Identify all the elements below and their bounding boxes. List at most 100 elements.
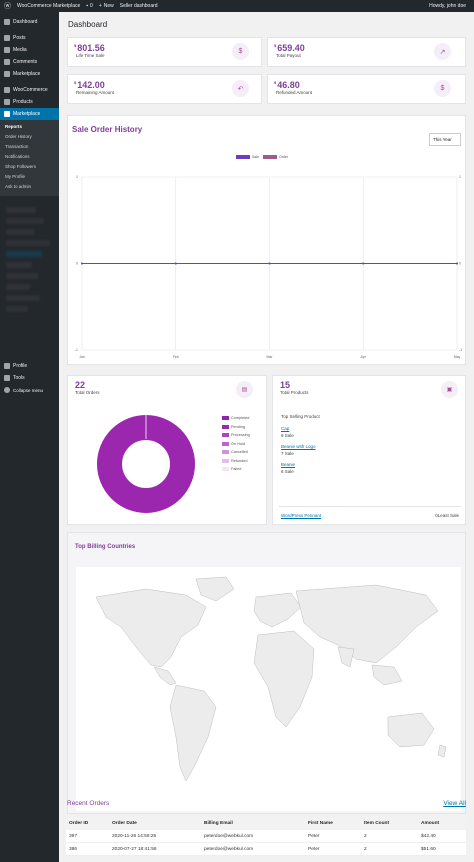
view-all-link[interactable]: View All xyxy=(443,800,466,807)
cell-item-count: 2 xyxy=(364,846,367,852)
recent-orders-table: Order ID Order Date Billing Email First … xyxy=(66,817,466,856)
dashboard-icon xyxy=(4,19,10,25)
column-header: Order Date xyxy=(112,821,137,826)
world-map[interactable] xyxy=(76,567,461,811)
product-link-cap[interactable]: Cap xyxy=(281,426,290,431)
column-header: Order ID xyxy=(69,821,89,826)
total-products-count: 15 xyxy=(280,380,291,390)
sidebar-item-dashboard[interactable]: Dashboard xyxy=(0,16,59,28)
submenu-my-profile[interactable]: My Profile xyxy=(5,174,26,179)
collapse-menu-button[interactable]: Collapse menu xyxy=(0,384,59,396)
user-icon xyxy=(4,363,10,369)
media-icon xyxy=(4,47,10,53)
submenu-shop-followers[interactable]: Shop Followers xyxy=(5,164,37,169)
cell-first-name: Peter xyxy=(308,833,320,839)
y-tick-label: -1 xyxy=(75,348,78,352)
new-content-link[interactable]: + New xyxy=(99,3,114,9)
legend-label: Sale xyxy=(252,155,260,159)
table-row[interactable]: 397 2020-11-26 14:58:25 peterdoe@webkul.… xyxy=(66,830,466,843)
collapse-icon xyxy=(4,387,10,393)
submenu-transaction[interactable]: Transaction xyxy=(5,144,29,149)
sidebar-item-media[interactable]: Media xyxy=(0,44,59,56)
site-name-link[interactable]: WooCommerce Marketplace xyxy=(17,3,81,9)
product-link-beanie[interactable]: Beanie xyxy=(281,462,296,467)
legend-swatch xyxy=(222,458,229,463)
stat-amount: $659.40 xyxy=(274,43,305,53)
x-tick-label: Jan xyxy=(79,355,85,359)
cell-order-date: 2020-07-27 18:41:56 xyxy=(112,846,157,852)
wordpress-logo-icon[interactable]: ⓦ xyxy=(4,3,11,10)
sidebar-item-label: Dashboard xyxy=(13,19,38,25)
world-map-svg xyxy=(95,576,447,782)
sidebar-item-marketplace-active[interactable]: Marketplace xyxy=(0,108,59,120)
submenu-ask-to-admin[interactable]: Ask to admin xyxy=(5,184,32,189)
submenu-notifications[interactable]: Notifications xyxy=(5,154,30,159)
sidebar-item-products[interactable]: Products xyxy=(0,96,59,108)
chart-title: Sale Order History xyxy=(72,125,143,134)
total-orders-card: 22 Total Orders ▤ Completed Pending Proc… xyxy=(67,375,267,525)
table-row[interactable]: 386 2020-07-27 18:41:56 peterdoe@webkul.… xyxy=(66,843,466,856)
total-orders-count: 22 xyxy=(75,380,86,390)
product-link-beanie-with-logo[interactable]: Beanie with Logo xyxy=(281,444,316,449)
order-status-donut xyxy=(97,415,195,513)
x-tick-label: Apr xyxy=(361,355,367,359)
least-sale-product-link[interactable]: WordPress Pennant xyxy=(281,513,322,518)
asia-shape xyxy=(295,584,439,664)
donut-legend-item: Failed xyxy=(222,465,250,474)
woo-icon xyxy=(4,87,10,93)
comments-count: 0 xyxy=(90,3,93,9)
billing-title: Top Billing Countries xyxy=(75,544,136,550)
x-tick-label: Feb xyxy=(173,355,179,359)
legend-swatch xyxy=(222,467,229,472)
stat-label: Remaining Amount xyxy=(76,90,115,95)
store-icon xyxy=(4,71,10,77)
store-icon xyxy=(4,111,10,117)
data-point-sale xyxy=(362,262,365,265)
y-tick-label-right: -1 xyxy=(459,348,462,352)
legend-swatch xyxy=(222,424,229,429)
plus-icon: + xyxy=(98,3,102,9)
legend-swatch-sale xyxy=(236,155,250,159)
legend-swatch xyxy=(222,433,229,438)
stat-label: Total Payout xyxy=(276,53,301,58)
sidebar-item-tools[interactable]: Tools xyxy=(0,372,59,384)
howdy-text: Howdy, john doe xyxy=(429,3,466,9)
stat-card-total-payout: $659.40 Total Payout ↗ xyxy=(267,37,466,67)
x-tick-label: Mar xyxy=(266,355,273,359)
sidebar-item-label: Marketplace xyxy=(13,71,41,77)
new-zealand-shape xyxy=(437,744,447,758)
sidebar-item-woocommerce[interactable]: WooCommerce xyxy=(0,84,59,96)
top-selling-title: Top Selling Product xyxy=(281,414,320,419)
undo-icon: ↶ xyxy=(232,80,249,97)
donut-legend-item: Processing xyxy=(222,431,250,440)
sidebar-item-label: Tools xyxy=(13,375,25,381)
sidebar-item-marketplace[interactable]: Marketplace xyxy=(0,68,59,80)
sidebar-item-comments[interactable]: Comments xyxy=(0,56,59,68)
comments-link[interactable]: ▪ 0 xyxy=(86,3,93,9)
blurred-menu-region xyxy=(0,196,59,360)
sidebar-item-label: Profile xyxy=(13,363,28,369)
stat-amount: $142.00 xyxy=(74,80,105,90)
save-icon: ▣ xyxy=(441,381,458,398)
new-label: New xyxy=(103,3,114,9)
account-menu[interactable]: Howdy, john doe xyxy=(429,0,466,12)
submenu-reports[interactable]: Reports xyxy=(5,124,23,129)
divider xyxy=(279,506,461,507)
donut-legend: Completed Pending Processing On Hold Can… xyxy=(222,414,250,474)
submenu-order-history[interactable]: Order History xyxy=(5,134,32,139)
table-header: Order ID Order Date Billing Email First … xyxy=(66,817,466,830)
legend-swatch xyxy=(222,416,229,421)
sidebar-item-posts[interactable]: Posts xyxy=(0,32,59,44)
cell-billing-email: peterdoe@webkul.com xyxy=(204,846,254,852)
admin-bar: ⓦ WooCommerce Marketplace ▪ 0 + New Sell… xyxy=(0,0,474,12)
total-orders-label: Total Orders xyxy=(75,390,100,395)
sidebar-item-profile[interactable]: Profile xyxy=(0,360,59,372)
period-select[interactable]: This Year xyxy=(429,133,461,146)
seller-dashboard-link[interactable]: Seller dashboard xyxy=(119,3,158,9)
cell-amount: $42.40 xyxy=(421,833,436,839)
greenland-shape xyxy=(195,576,235,602)
top-billing-countries-card: Top Billing Countries xyxy=(67,532,466,814)
dollar-icon: $ xyxy=(232,43,249,60)
stat-amount: $801.56 xyxy=(74,43,105,53)
